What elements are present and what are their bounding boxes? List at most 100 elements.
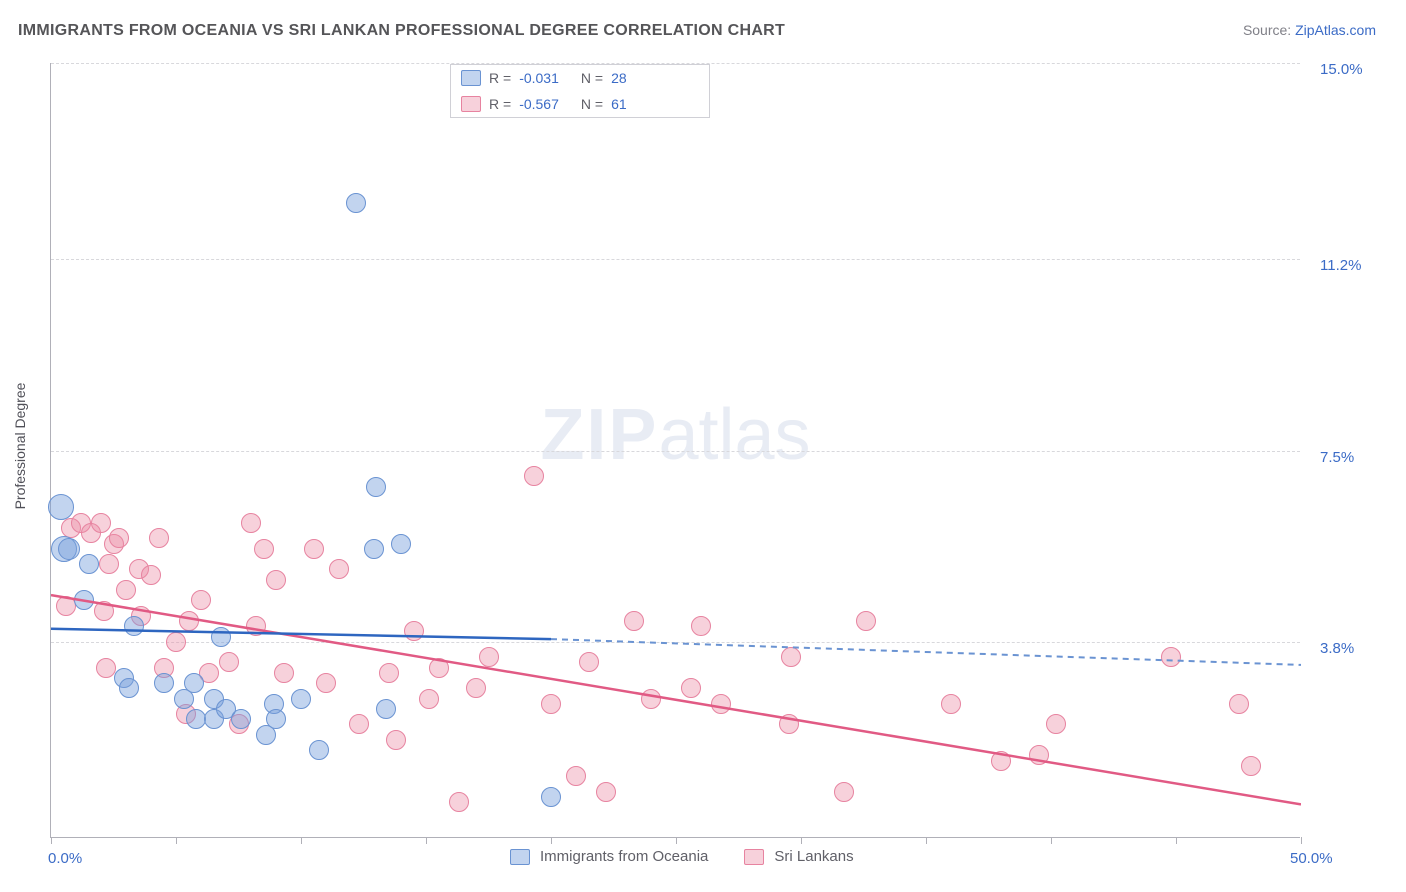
scatter-point-pink xyxy=(109,528,129,548)
scatter-point-blue xyxy=(541,787,561,807)
scatter-point-pink xyxy=(681,678,701,698)
scatter-point-blue xyxy=(74,590,94,610)
x-min-label: 0.0% xyxy=(48,850,82,867)
legend-n-value-pink: 61 xyxy=(611,96,627,112)
legend-r-label: R = xyxy=(489,96,511,112)
legend-swatch-pink xyxy=(744,849,764,865)
scatter-point-pink xyxy=(91,513,111,533)
scatter-point-pink xyxy=(419,689,439,709)
source-prefix: Source: xyxy=(1243,22,1295,38)
scatter-point-pink xyxy=(116,580,136,600)
scatter-point-pink xyxy=(449,792,469,812)
scatter-point-pink xyxy=(191,590,211,610)
scatter-point-pink xyxy=(316,673,336,693)
legend-n-value-blue: 28 xyxy=(611,70,627,86)
x-tick xyxy=(301,837,302,844)
scatter-point-pink xyxy=(266,570,286,590)
scatter-point-pink xyxy=(781,647,801,667)
scatter-point-pink xyxy=(941,694,961,714)
scatter-point-pink xyxy=(1229,694,1249,714)
grid-line xyxy=(51,642,1300,643)
scatter-point-pink xyxy=(219,652,239,672)
legend-label-blue: Immigrants from Oceania xyxy=(540,848,708,865)
scatter-point-pink xyxy=(379,663,399,683)
legend-item-pink: Sri Lankans xyxy=(744,848,853,865)
legend-r-value-blue: -0.031 xyxy=(519,70,559,86)
scatter-point-pink xyxy=(524,466,544,486)
scatter-point-pink xyxy=(466,678,486,698)
y-tick-label: 3.8% xyxy=(1320,640,1354,657)
chart-title: IMMIGRANTS FROM OCEANIA VS SRI LANKAN PR… xyxy=(18,22,785,40)
scatter-point-pink xyxy=(349,714,369,734)
scatter-point-pink xyxy=(1046,714,1066,734)
scatter-point-pink xyxy=(404,621,424,641)
scatter-point-pink xyxy=(329,559,349,579)
x-tick xyxy=(926,837,927,844)
scatter-point-blue xyxy=(364,539,384,559)
scatter-point-blue xyxy=(231,709,251,729)
y-axis-label: Professional Degree xyxy=(12,383,28,510)
x-tick xyxy=(551,837,552,844)
scatter-point-blue xyxy=(79,554,99,574)
scatter-point-pink xyxy=(596,782,616,802)
scatter-point-blue xyxy=(346,193,366,213)
source-attribution: Source: ZipAtlas.com xyxy=(1243,22,1376,38)
legend-swatch-blue xyxy=(510,849,530,865)
x-tick xyxy=(426,837,427,844)
scatter-point-pink xyxy=(711,694,731,714)
scatter-point-blue xyxy=(58,538,80,560)
scatter-point-blue xyxy=(119,678,139,698)
regression-line-blue-dashed xyxy=(551,639,1301,665)
scatter-point-pink xyxy=(99,554,119,574)
x-max-label: 50.0% xyxy=(1290,850,1333,867)
scatter-point-pink xyxy=(141,565,161,585)
watermark: ZIPatlas xyxy=(540,394,810,476)
legend-swatch-pink xyxy=(461,96,481,112)
legend-n-label: N = xyxy=(581,96,603,112)
scatter-point-pink xyxy=(94,601,114,621)
scatter-point-pink xyxy=(166,632,186,652)
scatter-point-pink xyxy=(566,766,586,786)
scatter-point-pink xyxy=(274,663,294,683)
scatter-point-blue xyxy=(376,699,396,719)
chart-plot-area: ZIPatlas xyxy=(50,63,1300,838)
scatter-point-pink xyxy=(779,714,799,734)
y-tick-label: 7.5% xyxy=(1320,449,1354,466)
scatter-point-pink xyxy=(1161,647,1181,667)
regression-line-pink xyxy=(51,595,1301,804)
scatter-point-blue xyxy=(48,494,74,520)
legend-swatch-blue xyxy=(461,70,481,86)
scatter-point-pink xyxy=(856,611,876,631)
x-tick xyxy=(51,837,52,844)
scatter-point-pink xyxy=(691,616,711,636)
watermark-atlas: atlas xyxy=(658,395,810,475)
scatter-point-pink xyxy=(254,539,274,559)
x-tick xyxy=(1051,837,1052,844)
scatter-point-blue xyxy=(266,709,286,729)
scatter-point-pink xyxy=(304,539,324,559)
y-tick-label: 11.2% xyxy=(1320,257,1361,274)
scatter-point-pink xyxy=(579,652,599,672)
scatter-point-pink xyxy=(149,528,169,548)
scatter-point-pink xyxy=(479,647,499,667)
legend-r-value-pink: -0.567 xyxy=(519,96,559,112)
x-tick xyxy=(176,837,177,844)
x-tick xyxy=(1176,837,1177,844)
scatter-point-blue xyxy=(366,477,386,497)
scatter-point-pink xyxy=(179,611,199,631)
correlation-legend: R = -0.031 N = 28 R = -0.567 N = 61 xyxy=(450,64,710,118)
legend-row-pink: R = -0.567 N = 61 xyxy=(451,91,709,117)
legend-r-label: R = xyxy=(489,70,511,86)
source-link[interactable]: ZipAtlas.com xyxy=(1295,22,1376,38)
legend-n-label: N = xyxy=(581,70,603,86)
scatter-point-blue xyxy=(154,673,174,693)
scatter-point-pink xyxy=(241,513,261,533)
watermark-zip: ZIP xyxy=(540,395,658,475)
scatter-point-pink xyxy=(641,689,661,709)
scatter-point-pink xyxy=(541,694,561,714)
y-tick-label: 15.0% xyxy=(1320,61,1363,78)
scatter-point-pink xyxy=(246,616,266,636)
x-tick xyxy=(801,837,802,844)
legend-item-blue: Immigrants from Oceania xyxy=(510,848,708,865)
scatter-point-pink xyxy=(429,658,449,678)
